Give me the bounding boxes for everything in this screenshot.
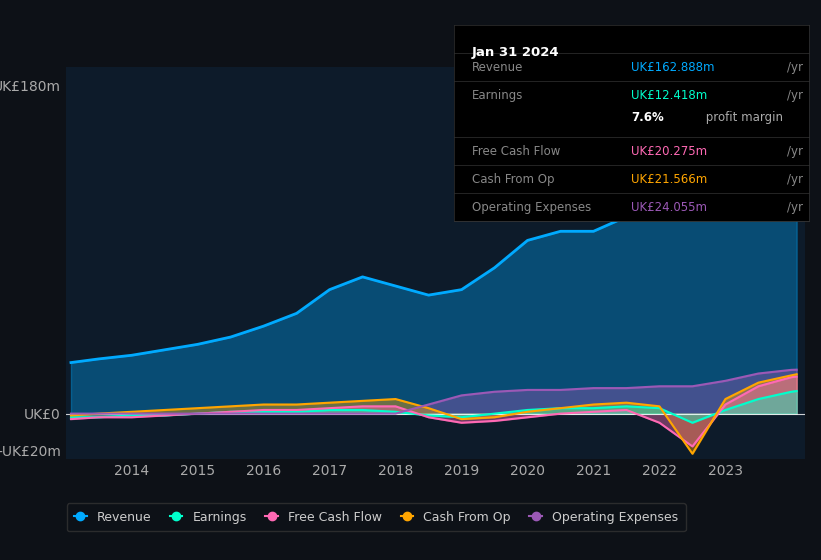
- Text: Revenue: Revenue: [472, 60, 523, 74]
- Legend: Revenue, Earnings, Free Cash Flow, Cash From Op, Operating Expenses: Revenue, Earnings, Free Cash Flow, Cash …: [67, 503, 686, 531]
- Text: Free Cash Flow: Free Cash Flow: [472, 144, 560, 158]
- Text: Jan 31 2024: Jan 31 2024: [472, 46, 559, 59]
- Text: Operating Expenses: Operating Expenses: [472, 200, 591, 214]
- Text: UK£21.566m: UK£21.566m: [631, 172, 708, 186]
- Text: /yr: /yr: [787, 60, 804, 74]
- Text: UK£24.055m: UK£24.055m: [631, 200, 708, 214]
- Text: Earnings: Earnings: [472, 88, 523, 102]
- Text: Cash From Op: Cash From Op: [472, 172, 554, 186]
- Text: UK£20.275m: UK£20.275m: [631, 144, 708, 158]
- Text: profit margin: profit margin: [702, 111, 783, 124]
- Text: /yr: /yr: [787, 88, 804, 102]
- Text: UK£12.418m: UK£12.418m: [631, 88, 708, 102]
- Text: UK£162.888m: UK£162.888m: [631, 60, 715, 74]
- Text: 7.6%: 7.6%: [631, 111, 664, 124]
- Text: /yr: /yr: [787, 200, 804, 214]
- Text: /yr: /yr: [787, 172, 804, 186]
- Text: /yr: /yr: [787, 144, 804, 158]
